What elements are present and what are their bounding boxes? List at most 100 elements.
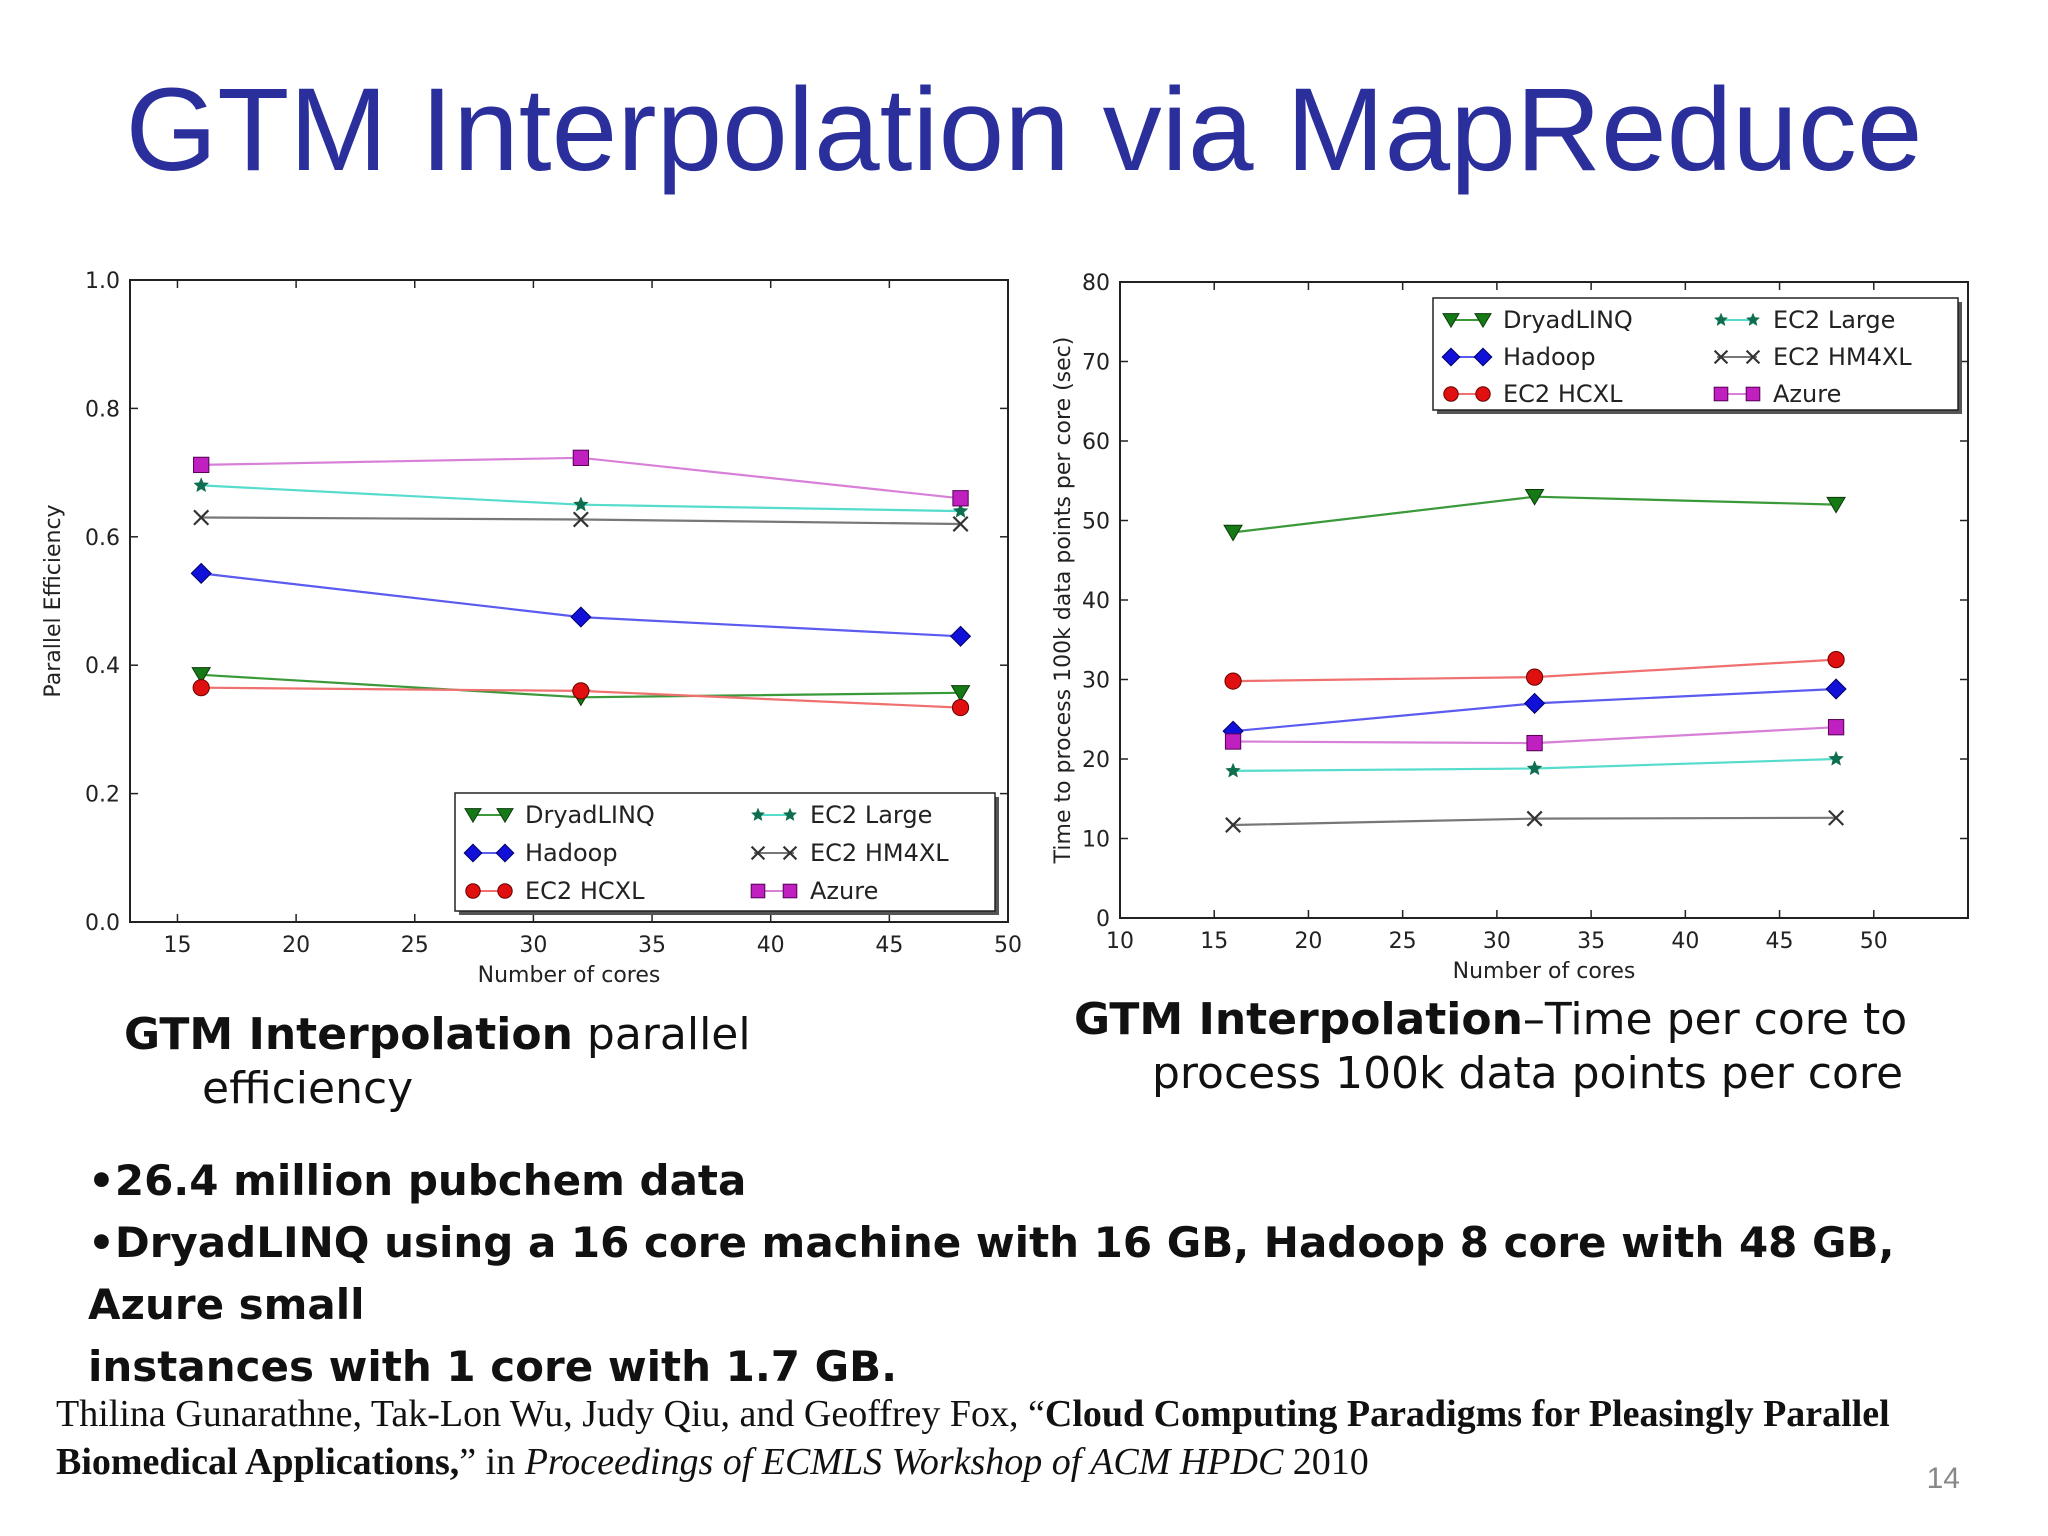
- series-dryadlinq: [1223, 488, 1846, 542]
- legend-item: EC2 HM4XL: [1713, 343, 1912, 371]
- data-point: [1526, 810, 1543, 827]
- legend-label: Hadoop: [1503, 343, 1596, 371]
- x-tick-label: 15: [1200, 929, 1228, 954]
- legend-item: EC2 Large: [1713, 306, 1895, 334]
- data-point: [1826, 496, 1846, 514]
- legend-swatch-marker: [782, 807, 798, 822]
- data-point: [1828, 809, 1845, 826]
- bullet-list: •26.4 million pubchem data •DryadLINQ us…: [88, 1150, 1988, 1398]
- right-chart-caption: GTM Interpolation–Time per core to proce…: [1074, 993, 1907, 1101]
- legend-swatch-marker: [465, 883, 481, 899]
- left-caption-bold: GTM Interpolation: [124, 1009, 573, 1060]
- x-tick-label: 50: [994, 933, 1022, 958]
- data-point: [1827, 719, 1845, 736]
- data-point: [190, 562, 212, 585]
- citation: Thilina Gunarathne, Tak-Lon Wu, Judy Qiu…: [56, 1390, 2016, 1486]
- x-tick-label: 30: [519, 933, 547, 958]
- x-tick-label: 10: [1106, 929, 1134, 954]
- legend-swatch-marker: [464, 808, 482, 824]
- legend-item: Hadoop: [463, 839, 618, 867]
- data-point: [1524, 488, 1545, 506]
- y-tick-label: 0.4: [85, 654, 120, 679]
- series-hadoop: [1222, 678, 1847, 742]
- data-point: [1828, 750, 1845, 766]
- right-caption-bold: GTM Interpolation: [1074, 994, 1523, 1045]
- legend-swatch-marker: [782, 883, 798, 899]
- citation-authors: Thilina Gunarathne, Tak-Lon Wu, Judy Qiu…: [56, 1393, 1045, 1435]
- legend-swatch-marker: [1443, 386, 1459, 402]
- data-point: [949, 625, 972, 647]
- citation-in: ” in: [459, 1441, 525, 1483]
- x-tick-label: 40: [757, 933, 785, 958]
- legend-swatch-marker: [1441, 347, 1461, 367]
- chart-legend: DryadLINQ EC2 Large Hadoop EC2 HM4XL EC2 HCX…: [1432, 297, 1962, 414]
- series-ec2-large: [1225, 750, 1845, 778]
- y-tick-label: 50: [1082, 510, 1110, 535]
- y-tick-label: 0.8: [85, 397, 120, 422]
- legend-swatch-marker: [1442, 313, 1460, 329]
- legend-label: EC2 Large: [810, 801, 932, 829]
- legend-item: Azure: [1713, 380, 1841, 408]
- y-axis-label: Time to process 100k data points per cor…: [1051, 337, 1076, 865]
- x-tick-label: 45: [1766, 929, 1794, 954]
- legend-swatch-marker: [1713, 386, 1729, 402]
- data-point: [952, 502, 969, 518]
- left-caption-line2: efficiency: [202, 1063, 414, 1114]
- legend-swatch-marker: [1475, 386, 1491, 402]
- legend-swatch-marker: [750, 845, 766, 861]
- legend-box: [454, 792, 996, 912]
- x-tick-label: 25: [401, 933, 429, 958]
- legend-item: DryadLINQ: [464, 801, 655, 829]
- data-point: [1526, 734, 1543, 752]
- x-axis-label: Number of cores: [1453, 959, 1636, 984]
- legend-label: DryadLINQ: [525, 801, 655, 829]
- legend-item: EC2 HCXL: [1443, 380, 1623, 408]
- legend-label: Hadoop: [525, 839, 618, 867]
- data-point: [1526, 760, 1543, 776]
- y-tick-label: 0: [1096, 907, 1110, 932]
- data-point: [1224, 733, 1242, 750]
- legend-box: [1432, 297, 1959, 411]
- y-axis-label: Parallel Efficiency: [41, 504, 66, 697]
- x-tick-label: 15: [163, 933, 191, 958]
- data-point: [191, 667, 212, 684]
- series-ec2-hm4xl: [1225, 809, 1845, 833]
- y-tick-label: 30: [1082, 669, 1110, 694]
- slide-title: GTM Interpolation via MapReduce: [125, 64, 1923, 196]
- legend-item: EC2 HM4XL: [750, 839, 949, 867]
- right-caption-line2: process 100k data points per core: [1152, 1048, 1904, 1099]
- x-tick-label: 45: [875, 933, 903, 958]
- legend-swatch-marker: [750, 883, 766, 899]
- x-tick-label: 20: [282, 933, 310, 958]
- legend-label: EC2 HCXL: [1503, 380, 1623, 408]
- legend-swatch-marker: [1474, 313, 1492, 329]
- page-number: 14: [1926, 1462, 1960, 1495]
- y-tick-label: 1.0: [85, 269, 120, 294]
- data-point: [950, 685, 971, 702]
- y-tick-label: 0.6: [85, 526, 120, 551]
- right-caption-line1: –Time per core to: [1522, 994, 1908, 1045]
- legend-swatch-marker: [1713, 349, 1729, 365]
- data-point: [1523, 692, 1546, 714]
- legend-item: DryadLINQ: [1442, 306, 1633, 334]
- x-tick-label: 50: [1860, 929, 1888, 954]
- chart-legend: DryadLINQ EC2 Large Hadoop EC2 HM4XL EC2 HCX…: [454, 792, 999, 915]
- data-point: [1225, 762, 1241, 778]
- legend-swatch-marker: [497, 883, 513, 899]
- y-tick-label: 0.0: [85, 911, 120, 936]
- data-point: [572, 449, 590, 466]
- data-point: [193, 456, 210, 474]
- left-caption-line1: parallel: [572, 1009, 751, 1060]
- y-tick-label: 60: [1082, 430, 1110, 455]
- series-ec2-hcxl: [192, 679, 970, 717]
- legend-swatch-marker: [1745, 312, 1761, 327]
- legend-label: Azure: [1773, 380, 1841, 408]
- legend-swatch-marker: [1745, 386, 1761, 402]
- legend-item: Hadoop: [1441, 343, 1596, 371]
- legend-label: EC2 HCXL: [525, 877, 645, 905]
- series-ec2-hcxl: [1224, 651, 1845, 690]
- time-per-core-chart: 10 15 20 25 30 35 40 45 5001020304050607080Numbe…: [1051, 271, 1969, 984]
- data-point: [572, 511, 589, 528]
- citation-venue: Proceedings of ECMLS Workshop of ACM HPD…: [524, 1441, 1284, 1483]
- data-point: [1225, 817, 1242, 833]
